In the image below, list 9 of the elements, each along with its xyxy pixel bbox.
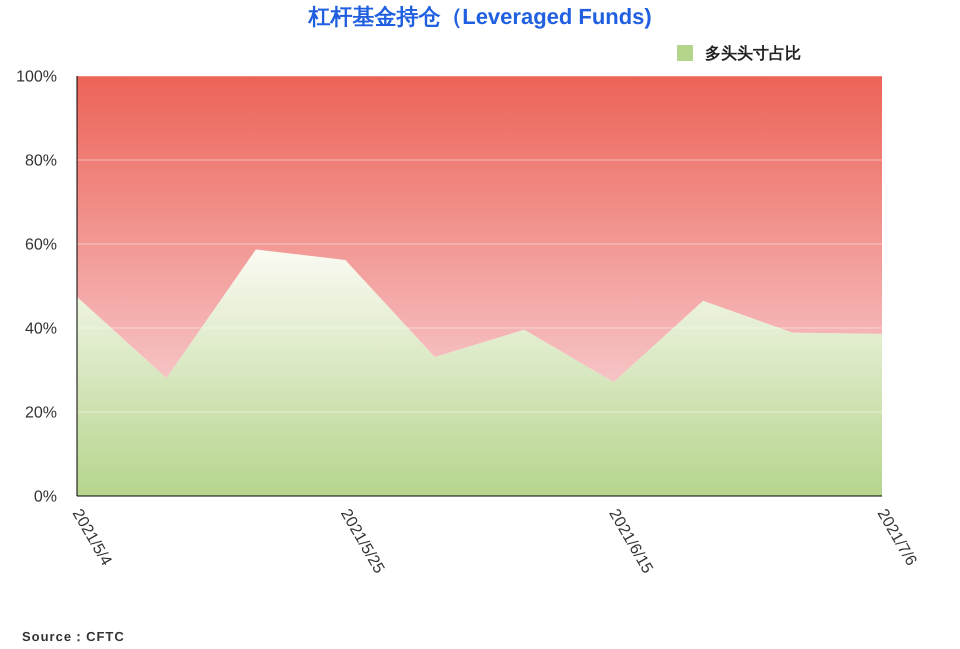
y-tick-label: 20% xyxy=(24,404,57,422)
y-tick-label: 100% xyxy=(16,68,57,86)
y-tick-label: 60% xyxy=(24,236,57,254)
y-tick-label: 0% xyxy=(34,488,57,506)
legend-label: 多头头寸占比 xyxy=(705,44,801,63)
y-tick-label: 80% xyxy=(24,152,57,170)
source-note: Source：CFTC xyxy=(22,629,125,644)
y-tick-label: 40% xyxy=(24,320,57,338)
chart-title: 杠杆基金持仓（Leveraged Funds) xyxy=(307,4,652,29)
